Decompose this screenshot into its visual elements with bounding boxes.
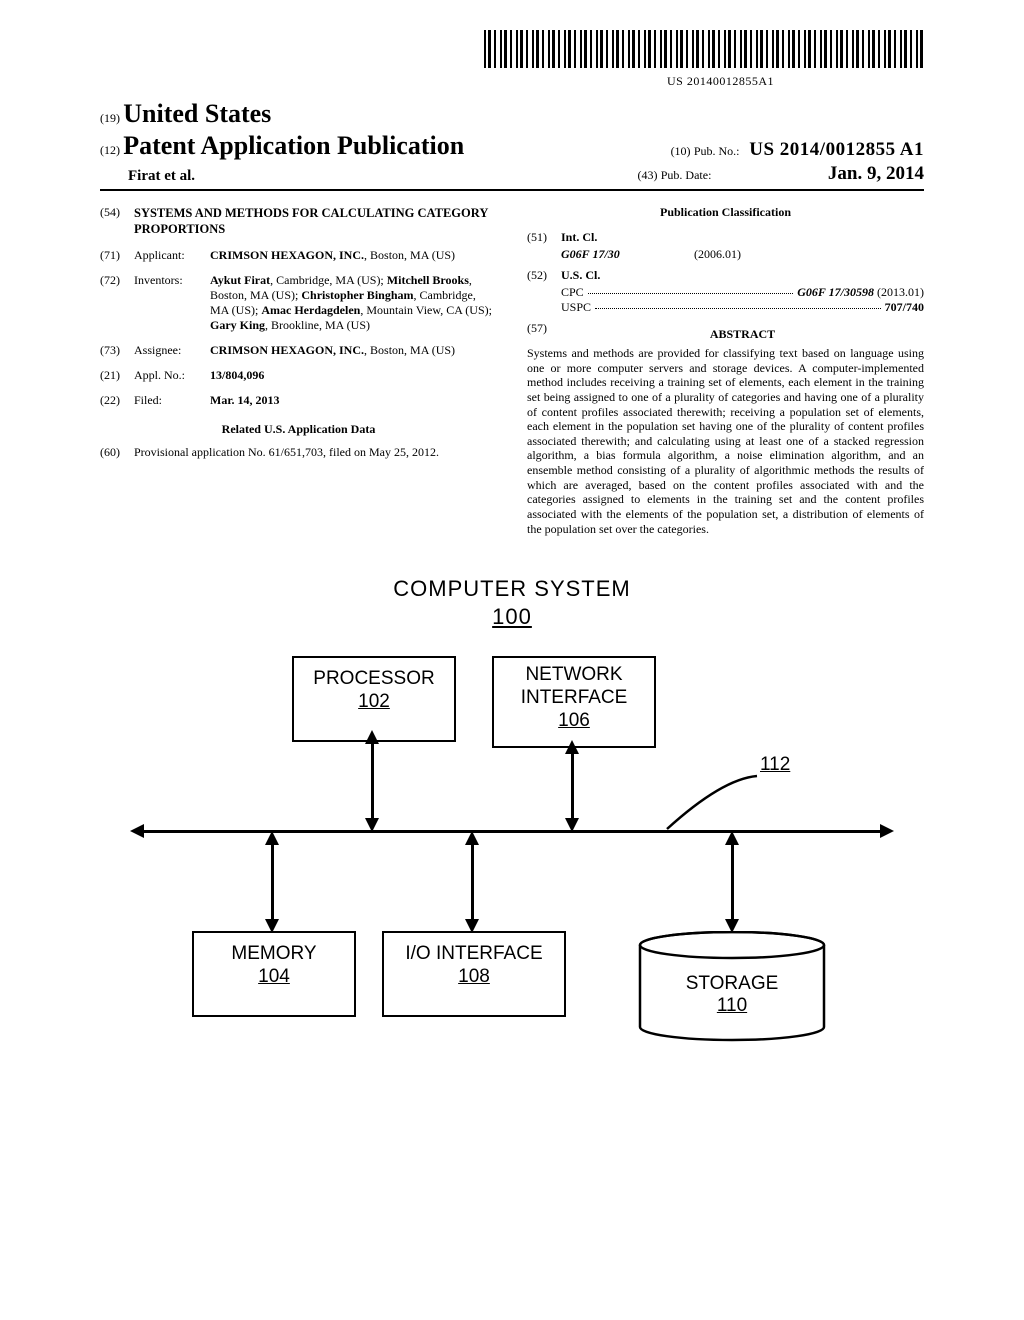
arrowhead-up-icon <box>465 831 479 845</box>
field-60-num: (60) <box>100 445 134 460</box>
header-rule <box>100 189 924 191</box>
field-21-label: Appl. No.: <box>134 368 210 383</box>
field-73-num: (73) <box>100 343 134 358</box>
barcode-icon <box>484 30 924 68</box>
arrowhead-up-icon <box>265 831 279 845</box>
int-cl-code: G06F 17/30 <box>561 247 620 261</box>
network-label: NETWORK INTERFACE <box>521 664 628 708</box>
field-22-label: Filed: <box>134 393 210 408</box>
connector-io <box>471 842 474 920</box>
uspc-code: 707/740 <box>885 300 924 314</box>
processor-num: 102 <box>358 691 390 712</box>
barcode-number: US 20140012855A1 <box>100 74 924 89</box>
applicant-name: CRIMSON HEXAGON, INC. <box>210 248 364 262</box>
arrowhead-down-icon <box>565 818 579 832</box>
code-12: (12) <box>100 143 120 157</box>
arrowhead-right-icon <box>880 824 894 838</box>
appl-no: 13/804,096 <box>210 368 264 382</box>
cpc-label: CPC <box>561 285 584 300</box>
header-block: (19) United States (12) Patent Applicati… <box>100 99 924 185</box>
processor-label: PROCESSOR <box>313 668 434 689</box>
assignee-name: CRIMSON HEXAGON, INC. <box>210 343 364 357</box>
abstract-header: ABSTRACT <box>561 327 924 342</box>
io-label: I/O INTERFACE <box>405 943 542 964</box>
inventors: Aykut Firat, Cambridge, MA (US); Mitchel… <box>210 273 497 333</box>
provisional-app: Provisional application No. 61/651,703, … <box>134 445 497 460</box>
field-54-num: (54) <box>100 205 134 238</box>
storage-label: STORAGE <box>686 973 779 994</box>
diagram-title-text: COMPUTER SYSTEM <box>393 576 630 601</box>
arrowhead-left-icon <box>130 824 144 838</box>
pub-number: US 2014/0012855 A1 <box>749 139 924 160</box>
bus-line <box>142 830 882 833</box>
field-72-label: Inventors: <box>134 273 210 333</box>
arrowhead-up-icon <box>565 740 579 754</box>
right-column: Publication Classification (51) Int. Cl.… <box>527 205 924 536</box>
io-interface-box: I/O INTERFACE 108 <box>382 931 566 1017</box>
field-71-label: Applicant: <box>134 248 210 263</box>
pub-classification-header: Publication Classification <box>527 205 924 220</box>
pubdate-label: Pub. Date: <box>661 168 712 182</box>
inventor-short: Firat et al. <box>128 168 195 184</box>
abstract-text: Systems and methods are provided for cla… <box>527 346 924 536</box>
memory-num: 104 <box>258 966 290 987</box>
network-num: 106 <box>558 710 590 731</box>
figure-1-diagram: COMPUTER SYSTEM 100 PROCESSOR 102 NETWOR… <box>132 576 892 1056</box>
bus-callout-curve <box>662 774 762 837</box>
field-51-num: (51) <box>527 230 561 245</box>
related-app-header: Related U.S. Application Data <box>100 422 497 437</box>
patent-page: US 20140012855A1 (19) United States (12)… <box>0 0 1024 1096</box>
left-column: (54) SYSTEMS AND METHODS FOR CALCULATING… <box>100 205 497 536</box>
diagram-title-num: 100 <box>492 604 532 630</box>
memory-label: MEMORY <box>231 943 316 964</box>
doc-type: Patent Application Publication <box>123 131 464 160</box>
bus-label-112: 112 <box>760 754 790 776</box>
filed-date: Mar. 14, 2013 <box>210 393 280 407</box>
arrowhead-down-icon <box>365 818 379 832</box>
network-interface-box: NETWORK INTERFACE 106 <box>492 656 656 748</box>
assignee: CRIMSON HEXAGON, INC., Boston, MA (US) <box>210 343 497 358</box>
field-52-num: (52) <box>527 268 561 283</box>
cpc-code: G06F 17/30598 <box>797 285 874 299</box>
assignee-rest: , Boston, MA (US) <box>364 343 455 357</box>
code-19: (19) <box>100 111 120 125</box>
connector-processor <box>371 741 374 819</box>
applicant-rest: , Boston, MA (US) <box>364 248 455 262</box>
field-71-num: (71) <box>100 248 134 263</box>
country: United States <box>123 99 271 128</box>
dot-leader <box>588 293 794 294</box>
storage-num: 110 <box>717 995 747 1016</box>
io-num: 108 <box>458 966 490 987</box>
memory-box: MEMORY 104 <box>192 931 356 1017</box>
field-21-num: (21) <box>100 368 134 383</box>
barcode-region: US 20140012855A1 <box>100 30 924 89</box>
pub-date: Jan. 9, 2014 <box>828 163 924 184</box>
us-cl-label: U.S. Cl. <box>561 268 600 282</box>
connector-network <box>571 751 574 819</box>
uspc-label: USPC <box>561 300 591 315</box>
diagram-title: COMPUTER SYSTEM 100 <box>132 576 892 630</box>
connector-storage <box>731 842 734 920</box>
int-cl-label: Int. Cl. <box>561 230 597 244</box>
field-72-num: (72) <box>100 273 134 333</box>
connector-memory <box>271 842 274 920</box>
code-10: (10) <box>671 144 691 158</box>
field-22-num: (22) <box>100 393 134 408</box>
dot-leader <box>595 308 881 309</box>
applicant: CRIMSON HEXAGON, INC., Boston, MA (US) <box>210 248 497 263</box>
int-cl-year: (2006.01) <box>694 247 741 261</box>
pubno-label: Pub. No.: <box>694 144 740 158</box>
code-43: (43) <box>638 168 658 182</box>
storage-cylinder: STORAGE 110 <box>637 931 827 1046</box>
field-57-num: (57) <box>527 321 561 346</box>
two-columns: (54) SYSTEMS AND METHODS FOR CALCULATING… <box>100 205 924 536</box>
arrowhead-up-icon <box>365 730 379 744</box>
cpc-year: (2013.01) <box>877 285 924 299</box>
invention-title: SYSTEMS AND METHODS FOR CALCULATING CATE… <box>134 205 497 238</box>
field-73-label: Assignee: <box>134 343 210 358</box>
